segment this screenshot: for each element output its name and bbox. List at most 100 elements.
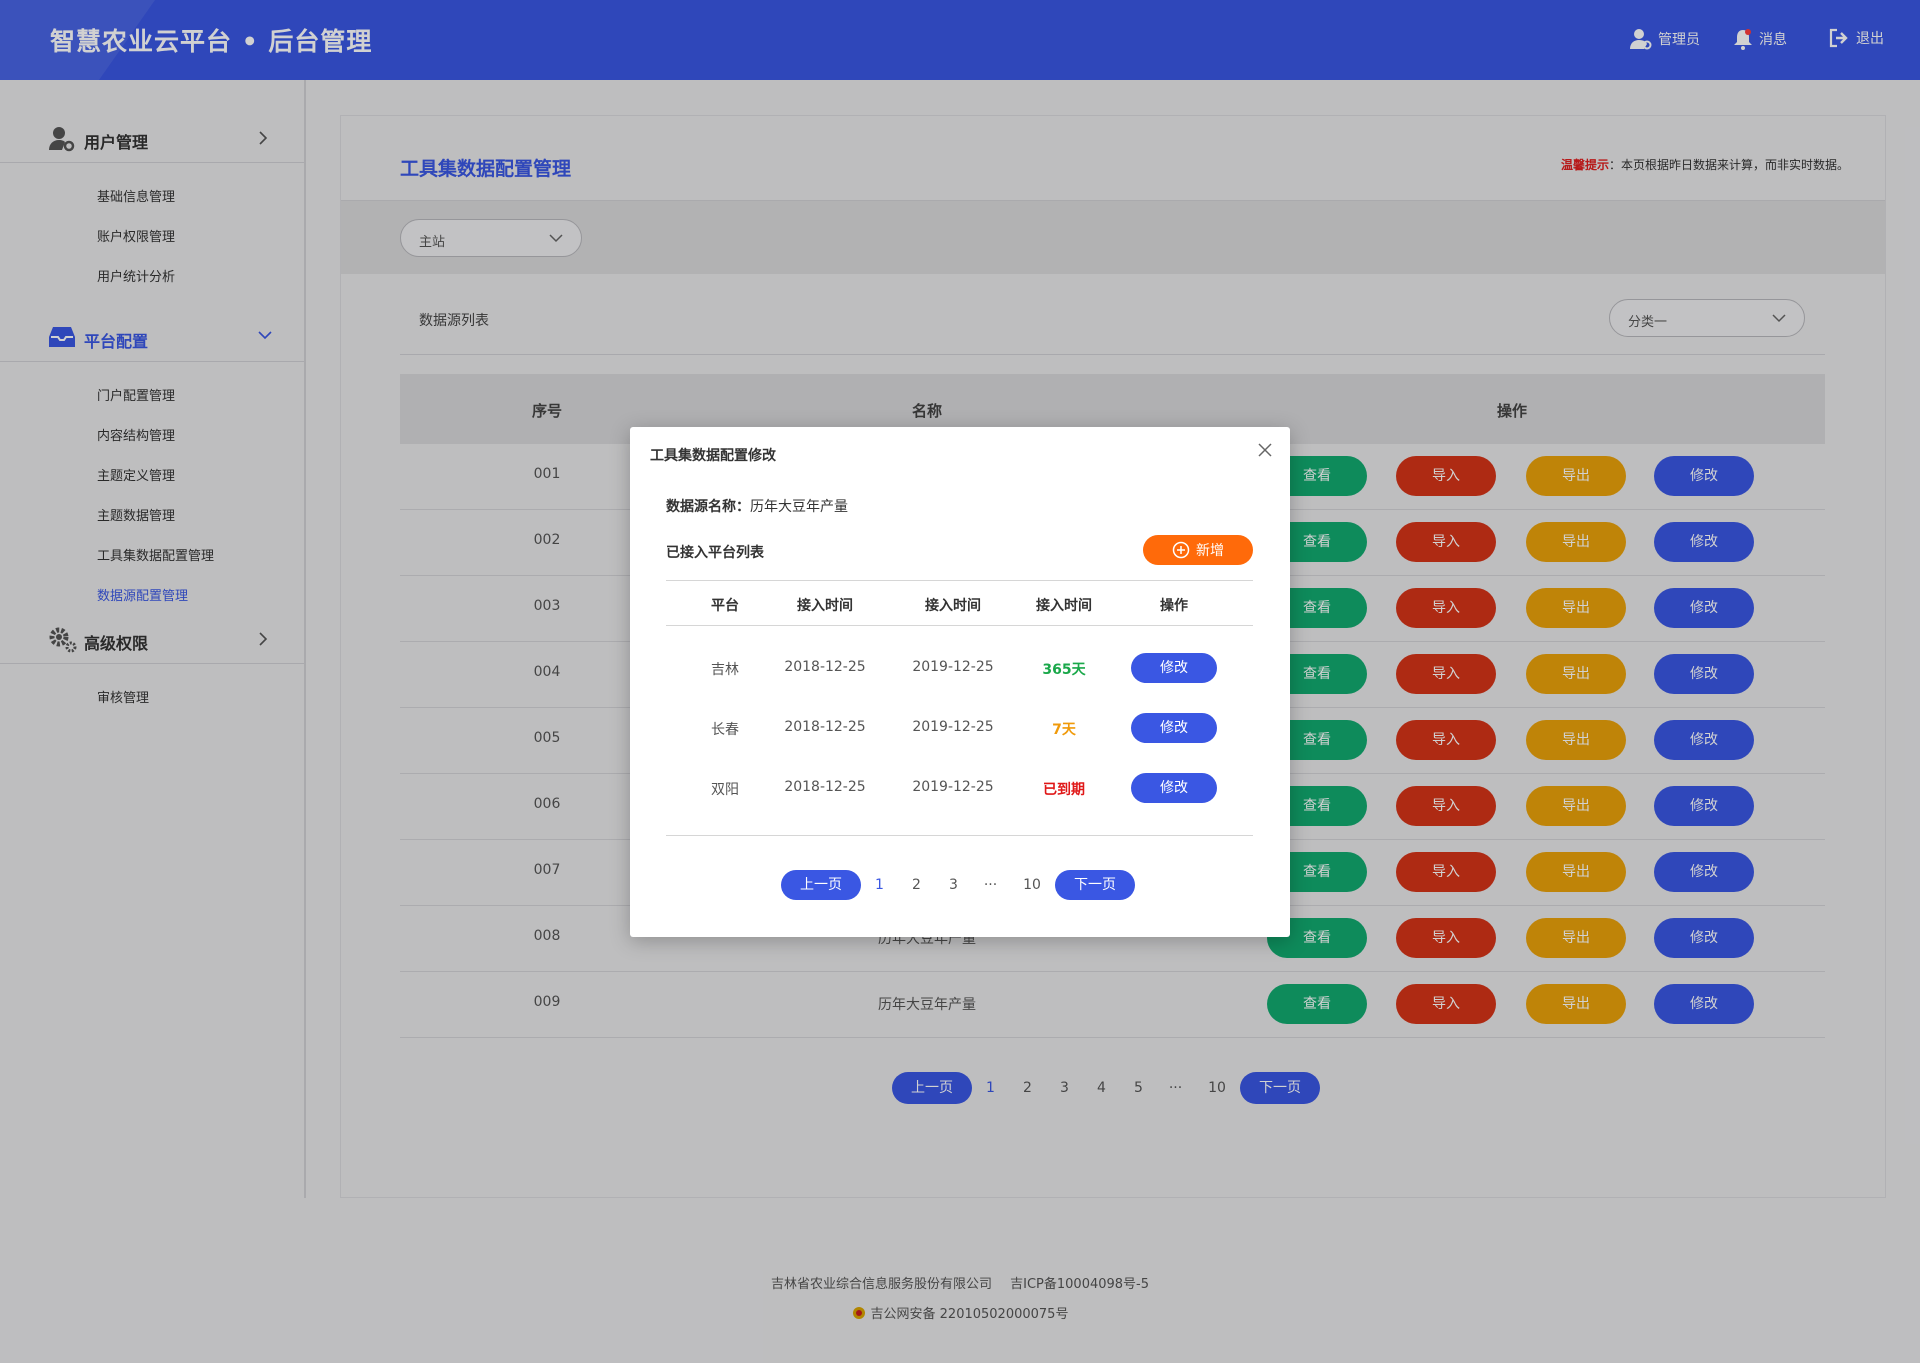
page-number[interactable]: 1 (875, 877, 884, 893)
admin-menu[interactable]: 管理员 (1630, 28, 1700, 50)
start-date: 2018-12-25 (784, 779, 866, 795)
modal-next-page-button[interactable]: 下一页 (1055, 870, 1135, 900)
sidebar-group-advanced-permission[interactable]: 高级权限 (0, 614, 304, 664)
modal-header-time-1: 接入时间 (797, 598, 853, 614)
page-number[interactable]: 10 (1208, 1080, 1226, 1096)
view-button[interactable]: 查看 (1267, 984, 1367, 1024)
import-button[interactable]: 导入 (1396, 588, 1496, 628)
row-index: 007 (533, 862, 561, 878)
police-badge-icon (852, 1306, 865, 1319)
bell-icon (1734, 29, 1752, 50)
page-number[interactable]: 1 (986, 1080, 995, 1096)
footer-company: 吉林省农业综合信息服务股份有限公司 (770, 1277, 992, 1292)
category-select[interactable]: 分类一 (1609, 299, 1805, 337)
messages-menu[interactable]: 消息 (1733, 28, 1787, 50)
gears-icon (49, 627, 77, 653)
chevron-down-icon (549, 234, 563, 243)
sidebar-item-theme-definition[interactable]: 主题定义管理 (97, 469, 176, 484)
sidebar-item-account-permission[interactable]: 账户权限管理 (97, 230, 176, 245)
modal-edit-button[interactable]: 修改 (1131, 713, 1217, 743)
row-index: 003 (533, 598, 561, 614)
page-number[interactable]: 2 (1023, 1080, 1032, 1096)
page-number[interactable]: 2 (912, 877, 921, 893)
page-number[interactable]: 5 (1134, 1080, 1143, 1096)
edit-button[interactable]: 修改 (1654, 588, 1754, 628)
modal-pagination: 上一页 1 2 3 ··· 10 下一页 (781, 870, 1135, 900)
row-index: 002 (533, 532, 561, 548)
sidebar-item-user-stats[interactable]: 用户统计分析 (97, 270, 176, 285)
chevron-right-icon (259, 131, 268, 145)
page-number[interactable]: 4 (1097, 1080, 1106, 1096)
edit-button[interactable]: 修改 (1654, 918, 1754, 958)
modal-prev-page-button[interactable]: 上一页 (781, 870, 861, 900)
import-button[interactable]: 导入 (1396, 522, 1496, 562)
sidebar-group-platform-config[interactable]: 平台配置 (0, 312, 304, 362)
edit-button[interactable]: 修改 (1654, 654, 1754, 694)
admin-label: 管理员 (1658, 32, 1700, 48)
sidebar-item-content-structure[interactable]: 内容结构管理 (97, 429, 176, 444)
close-icon[interactable] (1258, 443, 1272, 457)
sidebar-item-datasource-config[interactable]: 数据源配置管理 (97, 589, 189, 604)
next-page-button[interactable]: 下一页 (1240, 1072, 1320, 1104)
sidebar-item-theme-data[interactable]: 主题数据管理 (97, 509, 176, 524)
add-platform-button[interactable]: 新增 (1143, 535, 1253, 565)
view-button[interactable]: 查看 (1267, 720, 1367, 760)
main-pagination: 上一页 1 2 3 4 5 ··· 10 下一页 (892, 1072, 1320, 1104)
modal-edit-button[interactable]: 修改 (1131, 773, 1217, 803)
modal-header-time-2: 接入时间 (925, 598, 981, 614)
sidebar-item-portal-config[interactable]: 门户配置管理 (97, 389, 176, 404)
import-button[interactable]: 导入 (1396, 654, 1496, 694)
site-select[interactable]: 主站 (400, 219, 582, 257)
site-select-value: 主站 (419, 235, 446, 250)
logout-button[interactable]: 退出 (1828, 28, 1884, 48)
header-name: 名称 (911, 402, 943, 420)
export-button[interactable]: 导出 (1526, 984, 1626, 1024)
import-button[interactable]: 导入 (1396, 984, 1496, 1024)
page-number[interactable]: 3 (949, 877, 958, 893)
add-label: 新增 (1196, 543, 1224, 559)
import-button[interactable]: 导入 (1396, 456, 1496, 496)
edit-button[interactable]: 修改 (1654, 984, 1754, 1024)
edit-modal: 工具集数据配置修改 数据源名称：历年大豆年产量 已接入平台列表 新增 平台 接入… (630, 427, 1290, 937)
edit-button[interactable]: 修改 (1654, 456, 1754, 496)
import-button[interactable]: 导入 (1396, 786, 1496, 826)
import-button[interactable]: 导入 (1396, 720, 1496, 760)
footer-police[interactable]: 吉公网安备 22010502000075号 (870, 1307, 1069, 1322)
tip-label: 温馨提示 (1560, 158, 1609, 172)
sidebar-item-basic-info[interactable]: 基础信息管理 (97, 190, 176, 205)
export-button[interactable]: 导出 (1526, 654, 1626, 694)
sidebar-group-user-management[interactable]: 用户管理 (0, 113, 304, 163)
page-title: 工具集数据配置管理 (400, 158, 572, 180)
divider (666, 625, 1253, 626)
sidebar-item-review[interactable]: 审核管理 (97, 691, 150, 706)
edit-button[interactable]: 修改 (1654, 522, 1754, 562)
modal-page-numbers: 1 2 3 ··· 10 (861, 877, 1055, 893)
modal-title: 工具集数据配置修改 (650, 448, 776, 464)
export-button[interactable]: 导出 (1526, 522, 1626, 562)
logout-icon (1829, 28, 1848, 48)
export-button[interactable]: 导出 (1526, 852, 1626, 892)
footer-icp[interactable]: 吉ICP备10004098号-5 (1010, 1277, 1150, 1292)
edit-button[interactable]: 修改 (1654, 786, 1754, 826)
start-date: 2018-12-25 (784, 659, 866, 675)
export-button[interactable]: 导出 (1526, 720, 1626, 760)
sidebar: 用户管理 基础信息管理 账户权限管理 用户统计分析 平台配置 门户配置管理 内容… (0, 80, 306, 1198)
export-button[interactable]: 导出 (1526, 588, 1626, 628)
messages-label: 消息 (1759, 32, 1787, 48)
page-number[interactable]: 3 (1060, 1080, 1069, 1096)
source-name-label: 数据源名称： (666, 499, 750, 515)
export-button[interactable]: 导出 (1526, 456, 1626, 496)
prev-page-button[interactable]: 上一页 (892, 1072, 972, 1104)
export-button[interactable]: 导出 (1526, 918, 1626, 958)
import-button[interactable]: 导入 (1396, 852, 1496, 892)
row-index: 005 (533, 730, 561, 746)
modal-edit-button[interactable]: 修改 (1131, 653, 1217, 683)
row-index: 008 (533, 928, 561, 944)
platform-list-title: 已接入平台列表 (666, 545, 764, 561)
page-number[interactable]: 10 (1023, 877, 1041, 893)
edit-button[interactable]: 修改 (1654, 720, 1754, 760)
export-button[interactable]: 导出 (1526, 786, 1626, 826)
edit-button[interactable]: 修改 (1654, 852, 1754, 892)
sidebar-item-toolset-config[interactable]: 工具集数据配置管理 (97, 549, 215, 564)
import-button[interactable]: 导入 (1396, 918, 1496, 958)
